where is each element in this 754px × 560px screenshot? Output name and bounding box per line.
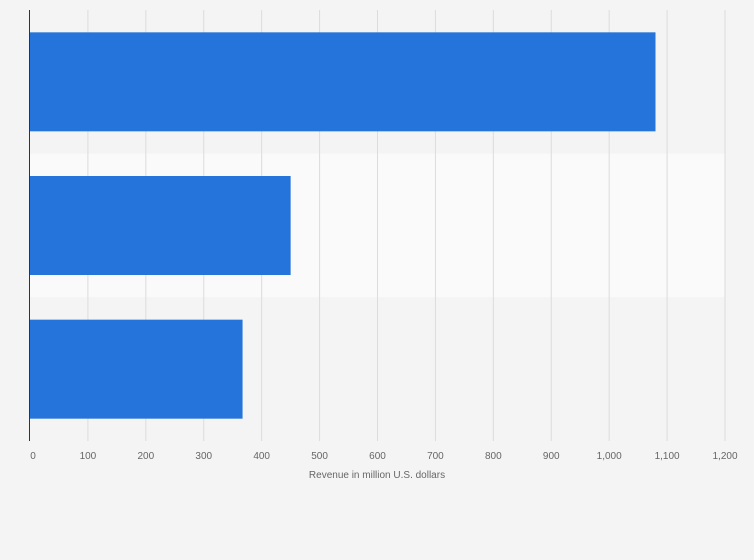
bar[interactable] [30,32,656,132]
x-tick-label: 300 [195,451,212,462]
x-tick-label: 200 [137,451,154,462]
x-tick-label: 600 [369,451,386,462]
x-tick-label: 400 [253,451,270,462]
x-tick-labels: 0 100 200 300 400 500 600 700 800 900 1,000 1,100 1,… [30,451,738,462]
x-tick-label: 1,000 [597,451,622,462]
x-tick-label: 1,200 [712,451,737,462]
x-tick-label: 700 [427,451,444,462]
x-tick-label: 900 [543,451,560,462]
x-tick-label: 100 [80,451,97,462]
bar[interactable] [30,176,291,275]
x-tick-label: 1,100 [655,451,680,462]
x-axis-title: Revenue in million U.S. dollars [309,470,445,481]
x-tick-label: 800 [485,451,502,462]
x-tick-label: 500 [311,451,328,462]
bars [30,32,656,419]
bar[interactable] [30,319,243,419]
x-tick-label: 0 [30,451,36,462]
